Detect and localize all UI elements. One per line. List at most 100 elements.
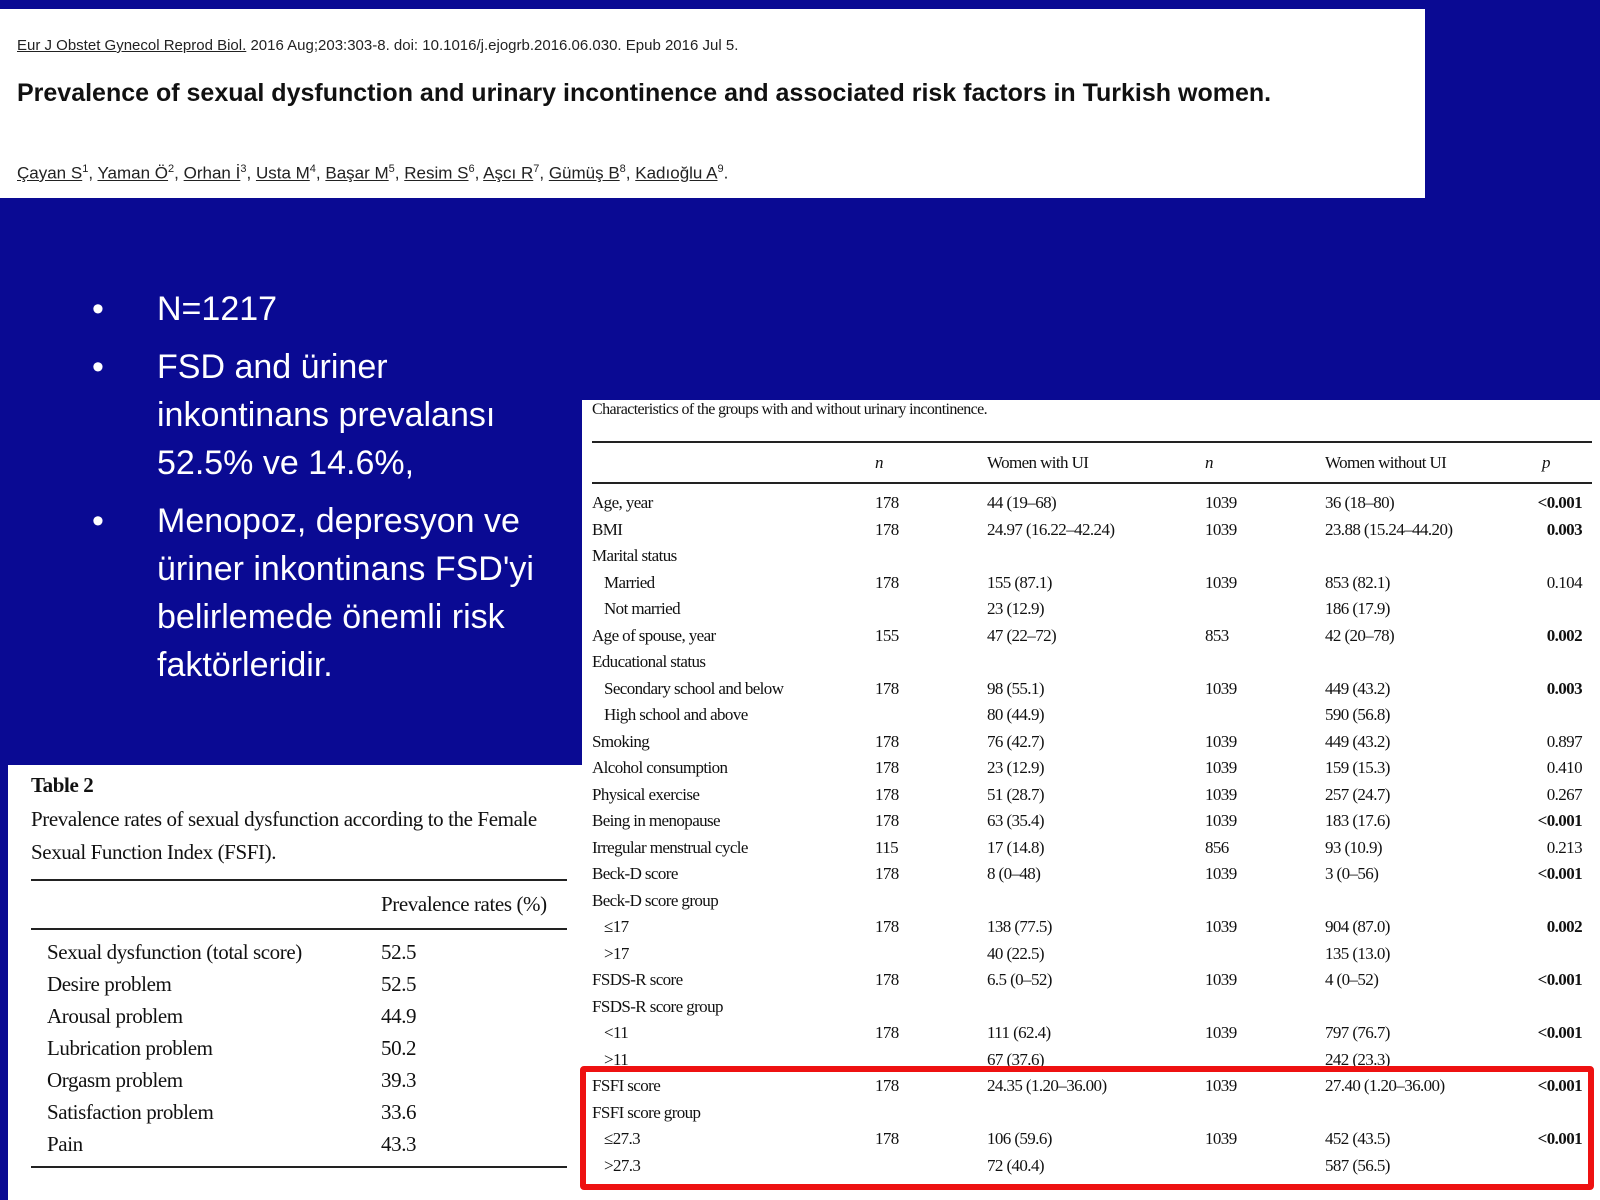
author-affiliation: 1 bbox=[82, 163, 89, 175]
column-header: n bbox=[875, 453, 883, 472]
row-label: Secondary school and below bbox=[604, 678, 784, 698]
cell: 24.35 (1.20–36.00) bbox=[987, 1076, 1107, 1095]
cell: <0.001 bbox=[1537, 1129, 1583, 1148]
cell: 23 (12.9) bbox=[987, 758, 1045, 777]
row-label: Not married bbox=[604, 599, 681, 618]
cell: 452 (43.5) bbox=[1325, 1129, 1390, 1148]
author-affiliation: 7 bbox=[533, 163, 540, 175]
row-label: FSDS-R score group bbox=[592, 996, 723, 1016]
cell: <0.001 bbox=[1537, 970, 1583, 989]
author-name[interactable]: Çayan S bbox=[17, 163, 83, 183]
cell: 80 (44.9) bbox=[987, 705, 1045, 724]
cell: 1039 bbox=[1205, 519, 1237, 539]
cell: 178 bbox=[875, 758, 899, 777]
cell: 1039 bbox=[1205, 758, 1237, 777]
row-label: BMI bbox=[592, 519, 623, 539]
author-name[interactable]: Kadıoğlu A bbox=[635, 163, 718, 183]
cell: 36 (18–80) bbox=[1325, 493, 1395, 512]
cell: 0.002 bbox=[1546, 917, 1583, 936]
row-label: Pain bbox=[47, 1132, 83, 1156]
author-name[interactable]: Başar M bbox=[325, 163, 389, 183]
journal[interactable]: Eur J Obstet Gynecol Reprod Biol. bbox=[17, 37, 247, 54]
cell: 43.3 bbox=[381, 1132, 417, 1156]
author-name[interactable]: Resim S bbox=[404, 163, 469, 183]
bullet-list: N=1217 FSD and üriner inkontinans prevala… bbox=[92, 285, 542, 699]
cell: 33.6 bbox=[381, 1100, 417, 1124]
cell: 904 (87.0) bbox=[1325, 917, 1390, 936]
author-affiliation: 5 bbox=[388, 163, 395, 175]
cell: 44.9 bbox=[381, 1004, 417, 1028]
rule bbox=[31, 928, 567, 930]
cell: 257 (24.7) bbox=[1325, 784, 1390, 804]
cell: 853 bbox=[1205, 625, 1229, 645]
row-label: Being in menopause bbox=[592, 811, 721, 830]
author-punct: , bbox=[394, 163, 400, 183]
cell: 178 bbox=[875, 811, 899, 830]
rule bbox=[592, 441, 1592, 443]
cell: <0.001 bbox=[1537, 493, 1583, 512]
cell: 0.267 bbox=[1546, 784, 1583, 804]
row-label: Arousal problem bbox=[47, 1004, 183, 1028]
cell: 0.003 bbox=[1546, 678, 1583, 698]
table-caption: Characteristics of the groups with and w… bbox=[592, 401, 988, 418]
column-header: Women without UI bbox=[1325, 453, 1447, 472]
column-header: Women with UI bbox=[987, 453, 1089, 472]
cell: 17 (14.8) bbox=[987, 837, 1045, 857]
cell: 186 (17.9) bbox=[1325, 599, 1390, 618]
cell: 155 (87.1) bbox=[987, 572, 1052, 592]
author-punct: , bbox=[315, 163, 321, 183]
cell: 98 (55.1) bbox=[987, 678, 1045, 698]
author-punct: , bbox=[539, 163, 545, 183]
cell: 178 bbox=[875, 519, 899, 539]
cell: 4 (0–52) bbox=[1325, 970, 1379, 989]
citation-details: 2016 Aug;203:303-8. doi: 10.1016/j.ejogr… bbox=[250, 37, 739, 54]
author-punct: , bbox=[474, 163, 480, 183]
row-label: Irregular menstrual cycle bbox=[592, 837, 748, 857]
row-label: Beck-D score bbox=[592, 864, 678, 883]
author-name[interactable]: Aşcı R bbox=[483, 163, 534, 183]
row-label: Smoking bbox=[592, 731, 650, 751]
column-header: Prevalence rates (%) bbox=[381, 892, 547, 916]
cell: 1039 bbox=[1205, 811, 1237, 830]
cell: 72 (40.4) bbox=[987, 1155, 1045, 1175]
row-label: Marital status bbox=[592, 546, 677, 565]
row-label: Satisfaction problem bbox=[47, 1100, 214, 1124]
column-header: p bbox=[1542, 453, 1550, 472]
author-name[interactable]: Gümüş B bbox=[548, 163, 620, 183]
row-label: Beck-D score group bbox=[592, 890, 719, 910]
cell: 178 bbox=[875, 1129, 899, 1148]
cell: 93 (10.9) bbox=[1325, 837, 1383, 857]
cell: 135 (13.0) bbox=[1325, 943, 1390, 963]
author-name[interactable]: Usta M bbox=[255, 163, 310, 183]
cell: 0.213 bbox=[1546, 837, 1583, 857]
cell: 1039 bbox=[1205, 784, 1237, 804]
row-label: Sexual dysfunction (total score) bbox=[47, 940, 302, 964]
author-name[interactable]: Orhan İ bbox=[183, 163, 241, 183]
row-label: FSDS-R score bbox=[592, 970, 683, 989]
author-punct: , bbox=[174, 163, 179, 183]
author-affiliation: 6 bbox=[468, 163, 475, 175]
cell: 178 bbox=[875, 731, 899, 751]
table-2: Table 2 Prevalence rates of sexual dysfun… bbox=[8, 765, 602, 1200]
row-label: Orgasm problem bbox=[47, 1068, 183, 1092]
cell: 39.3 bbox=[381, 1068, 417, 1092]
cell: 23 (12.9) bbox=[987, 599, 1045, 618]
cell: 24.97 (16.22–42.24) bbox=[987, 519, 1115, 539]
author-affiliation: 8 bbox=[619, 163, 626, 175]
bullet: N=1217 bbox=[92, 285, 542, 333]
cell: 27.40 (1.20–36.00) bbox=[1325, 1076, 1445, 1095]
cell: 1039 bbox=[1205, 572, 1237, 592]
author-name[interactable]: Yaman Ö bbox=[97, 163, 169, 183]
cell: 0.002 bbox=[1546, 625, 1583, 645]
table-caption: Prevalence rates of sexual dysfunction a… bbox=[31, 807, 537, 864]
cell: 63 (35.4) bbox=[987, 811, 1045, 830]
row-label: ≤17 bbox=[604, 917, 629, 936]
author-punct: . bbox=[723, 163, 729, 183]
row-label: Age of spouse, year bbox=[592, 625, 716, 645]
author-punct: , bbox=[246, 163, 252, 183]
cell: 797 (76.7) bbox=[1325, 1023, 1390, 1042]
cell: 178 bbox=[875, 864, 899, 883]
cell: 0.410 bbox=[1546, 758, 1583, 777]
row-label: Lubrication problem bbox=[47, 1036, 213, 1060]
